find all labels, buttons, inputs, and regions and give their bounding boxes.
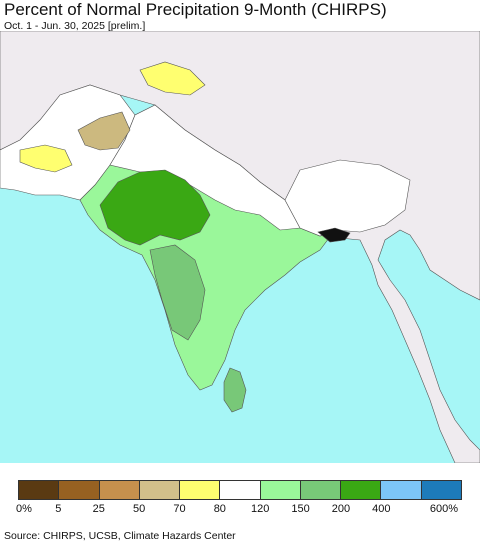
legend-label: 200 [331,503,351,515]
region-central-dark-green [99,169,211,246]
legend-swatch [59,481,100,499]
region-dry-tan [77,111,131,151]
legend-label: 0% [16,503,32,515]
legend-labels: 0% 5 25 50 70 80 120 150 200 400 600% [0,503,480,517]
legend-label: 5 [55,503,62,515]
legend-label: 150 [291,503,310,515]
region-dry-yellow [19,144,73,173]
coast-bangladesh [317,227,351,243]
source-credit: Source: CHIRPS, UCSB, Climate Hazards Ce… [4,530,236,542]
legend-swatch [139,481,181,499]
legend-swatch [220,481,261,499]
legend-swatch [260,481,301,499]
legend-swatch [300,481,342,499]
map-subtitle: Oct. 1 - Jun. 30, 2025 [prelim.] [4,20,146,32]
region-mid-green [149,244,206,341]
legend-swatch [19,481,60,499]
legend-swatch [99,481,140,499]
map-title: Percent of Normal Precipitation 9-Month … [4,0,387,19]
legend-swatch [180,481,221,499]
precipitation-map [0,31,480,463]
region-northeast [284,159,411,237]
legend-label: 600% [429,503,459,515]
legend-label: 25 [92,503,105,515]
legend-label: 120 [250,503,270,515]
legend-label: 50 [132,503,146,515]
region-sri-lanka [223,367,247,413]
legend-label: 80 [213,503,226,515]
legend-label: 70 [173,503,186,515]
legend-label: 400 [372,503,391,515]
legend-swatch [381,481,422,499]
region-dry-yellow-north [139,61,206,96]
legend-bar [18,480,462,500]
legend-swatch [341,481,382,499]
legend-swatch [421,481,461,499]
